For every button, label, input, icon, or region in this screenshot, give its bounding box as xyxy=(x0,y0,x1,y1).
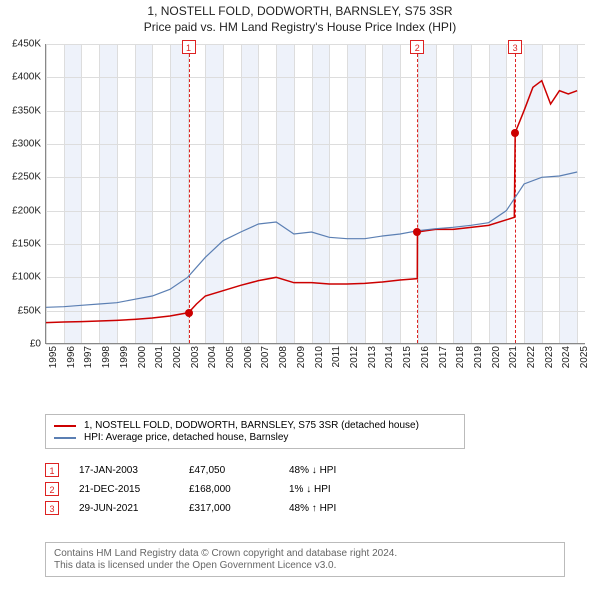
chart-title: 1, NOSTELL FOLD, DODWORTH, BARNSLEY, S75… xyxy=(0,4,600,18)
legend-box: 1, NOSTELL FOLD, DODWORTH, BARNSLEY, S75… xyxy=(45,414,465,449)
event-hpi-relation: 48% ↑ HPI xyxy=(289,503,409,514)
x-axis-label: 1995 xyxy=(48,346,59,376)
x-axis-label: 2018 xyxy=(455,346,466,376)
x-axis-label: 1996 xyxy=(66,346,77,376)
y-axis-label: £200K xyxy=(12,205,41,216)
y-axis-label: £50K xyxy=(18,305,41,316)
x-axis-label: 2015 xyxy=(402,346,413,376)
event-row: 3 29-JUN-2021£317,00048% ↑ HPI xyxy=(45,501,565,515)
x-axis-label: 2020 xyxy=(491,346,502,376)
footer-box: Contains HM Land Registry data © Crown c… xyxy=(45,542,565,577)
x-axis-label: 2024 xyxy=(561,346,572,376)
legend-swatch xyxy=(54,425,76,427)
x-axis-label: 2012 xyxy=(349,346,360,376)
x-axis-label: 1998 xyxy=(101,346,112,376)
event-price: £168,000 xyxy=(189,484,289,495)
y-axis-label: £0 xyxy=(30,339,41,350)
event-date: 29-JUN-2021 xyxy=(79,503,189,514)
event-badge: 1 xyxy=(45,463,59,477)
x-axis-label: 2016 xyxy=(420,346,431,376)
event-price: £47,050 xyxy=(189,465,289,476)
y-axis-label: £250K xyxy=(12,172,41,183)
x-axis-label: 2008 xyxy=(278,346,289,376)
legend-label: 1, NOSTELL FOLD, DODWORTH, BARNSLEY, S75… xyxy=(84,420,419,431)
event-row: 1 17-JAN-2003£47,05048% ↓ HPI xyxy=(45,463,565,477)
event-hpi-relation: 1% ↓ HPI xyxy=(289,484,409,495)
y-axis-label: £300K xyxy=(12,139,41,150)
x-axis-label: 2004 xyxy=(207,346,218,376)
event-marker-badge: 3 xyxy=(508,40,522,54)
y-axis-label: £450K xyxy=(12,39,41,50)
x-axis-label: 2009 xyxy=(296,346,307,376)
x-axis-label: 1999 xyxy=(119,346,130,376)
x-axis-label: 2023 xyxy=(544,346,555,376)
x-axis-label: 2025 xyxy=(579,346,590,376)
x-axis-label: 2013 xyxy=(367,346,378,376)
event-price: £317,000 xyxy=(189,503,289,514)
y-axis-label: £350K xyxy=(12,105,41,116)
legend-label: HPI: Average price, detached house, Barn… xyxy=(84,432,288,443)
event-marker-badge: 2 xyxy=(410,40,424,54)
event-row: 2 21-DEC-2015£168,0001% ↓ HPI xyxy=(45,482,565,496)
plot-region: 123 xyxy=(45,44,585,344)
x-axis-label: 2007 xyxy=(260,346,271,376)
x-axis-label: 2019 xyxy=(473,346,484,376)
x-axis-label: 2001 xyxy=(154,346,165,376)
y-axis-label: £150K xyxy=(12,239,41,250)
x-axis-label: 2014 xyxy=(384,346,395,376)
chart-area: 123 £0£50K£100K£150K£200K£250K£300K£350K… xyxy=(45,44,585,374)
footer-line-2: This data is licensed under the Open Gov… xyxy=(54,560,556,571)
event-date: 17-JAN-2003 xyxy=(79,465,189,476)
sale-marker xyxy=(185,309,193,317)
x-axis-label: 2010 xyxy=(314,346,325,376)
series-svg xyxy=(46,44,586,344)
event-marker-badge: 1 xyxy=(182,40,196,54)
x-axis-label: 2002 xyxy=(172,346,183,376)
x-axis-label: 2000 xyxy=(137,346,148,376)
sale-marker xyxy=(511,129,519,137)
x-axis-label: 2022 xyxy=(526,346,537,376)
event-hpi-relation: 48% ↓ HPI xyxy=(289,465,409,476)
events-table: 1 17-JAN-2003£47,05048% ↓ HPI 2 21-DEC-2015… xyxy=(45,458,565,520)
event-badge: 3 xyxy=(45,501,59,515)
footer-line-1: Contains HM Land Registry data © Crown c… xyxy=(54,548,556,559)
event-date: 21-DEC-2015 xyxy=(79,484,189,495)
chart-subtitle: Price paid vs. HM Land Registry's House … xyxy=(0,20,600,34)
legend-swatch xyxy=(54,437,76,439)
x-axis-label: 2021 xyxy=(508,346,519,376)
x-axis-label: 2011 xyxy=(331,346,342,376)
y-axis-label: £100K xyxy=(12,272,41,283)
x-axis-label: 2017 xyxy=(438,346,449,376)
x-axis-label: 1997 xyxy=(83,346,94,376)
y-axis-label: £400K xyxy=(12,72,41,83)
x-axis-label: 2006 xyxy=(243,346,254,376)
legend-item: 1, NOSTELL FOLD, DODWORTH, BARNSLEY, S75… xyxy=(54,420,456,431)
event-badge: 2 xyxy=(45,482,59,496)
legend-item: HPI: Average price, detached house, Barn… xyxy=(54,432,456,443)
sale-marker xyxy=(413,228,421,236)
x-axis-label: 2003 xyxy=(190,346,201,376)
x-axis-label: 2005 xyxy=(225,346,236,376)
